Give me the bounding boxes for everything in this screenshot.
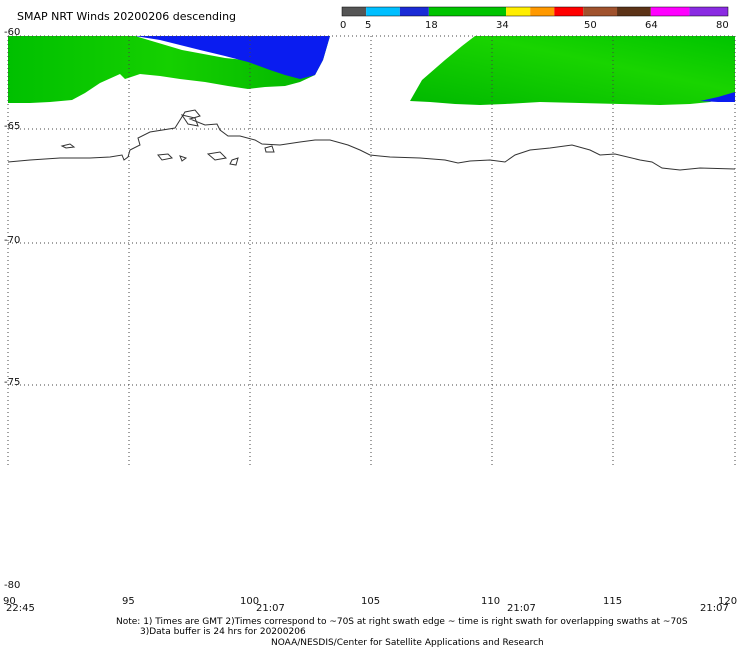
wind-speed-colorbar: [342, 7, 728, 16]
wind-swath-right: [410, 36, 735, 105]
colorbar-segment: [399, 7, 429, 16]
map-title: SMAP NRT Winds 20200206 descending: [17, 10, 237, 23]
colorbar-tick-50: 50: [584, 20, 597, 31]
colorbar-segment: [342, 7, 367, 16]
lon-label-90: 90: [3, 596, 16, 607]
colorbar-tick-5: 5: [365, 20, 372, 31]
colorbar-tick-0: 0: [340, 20, 347, 31]
lat-label-60: -60: [4, 27, 21, 38]
lon-label-95: 95: [122, 596, 135, 607]
note-line-3: NOAA/NESDIS/Center for Satellite Applica…: [271, 638, 544, 648]
lat-label-80: -80: [4, 580, 21, 591]
colorbar-tick-80: 80: [716, 20, 729, 31]
colorbar-segment: [530, 7, 555, 16]
swath-time-label: 21:07: [256, 603, 285, 614]
lon-label-115: 115: [603, 596, 623, 607]
lon-label-120: 120: [718, 596, 738, 607]
colorbar-segment: [366, 7, 400, 16]
wind-swath-left: [8, 36, 330, 103]
colorbar-tick-64: 64: [645, 20, 658, 31]
lon-label-105: 105: [361, 596, 381, 607]
colorbar-segment: [617, 7, 651, 16]
colorbar-frame: [341, 6, 729, 17]
swath-time-label: 21:07: [700, 603, 729, 614]
lon-label-100: 100: [240, 596, 260, 607]
lon-label-110: 110: [481, 596, 501, 607]
note-line-2: 3)Data buffer is 24 hrs for 20200206: [140, 627, 306, 637]
colorbar-segment: [506, 7, 531, 16]
wind-swath-left-blue: [135, 36, 330, 79]
lat-label-65: -65: [4, 121, 21, 132]
lat-label-70: -70: [4, 235, 21, 246]
colorbar-segment: [689, 7, 728, 16]
colorbar-tick-34: 34: [496, 20, 509, 31]
colorbar-segment: [583, 7, 618, 16]
colorbar-tick-18: 18: [425, 20, 438, 31]
colorbar-segment: [428, 7, 507, 16]
note-line-1: Note: 1) Times are GMT 2)Times correspon…: [116, 617, 688, 627]
colorbar-segment: [650, 7, 690, 16]
wind-swath-right-blue: [700, 92, 735, 102]
swath-time-label: 21:07: [507, 603, 536, 614]
colorbar-segment: [554, 7, 584, 16]
coastline: [7, 109, 736, 171]
lat-label-75: -75: [4, 377, 21, 388]
swath-time-label: 22:45: [6, 603, 35, 614]
